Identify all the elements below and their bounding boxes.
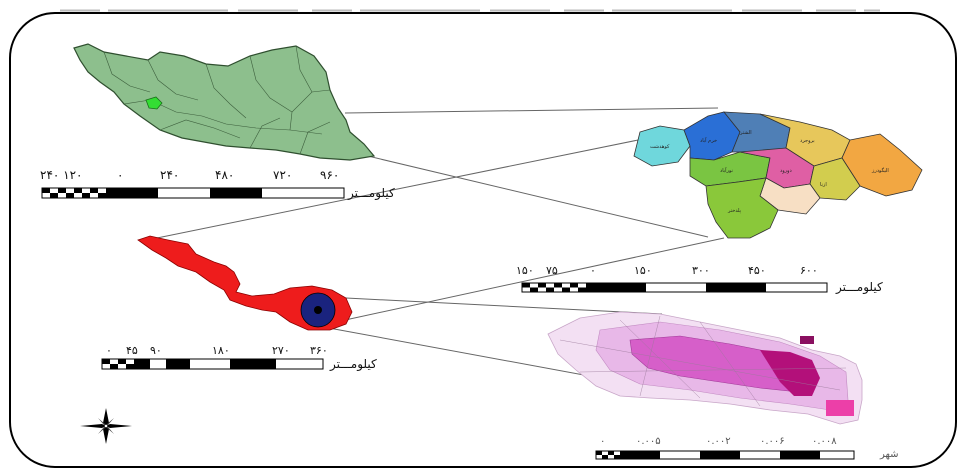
iran-scale-bar [41,187,345,199]
county-label: ازﻧﺎ [820,182,827,188]
scale-tick-label: ۰ [590,264,596,277]
scale-tick-label: ۱۵۰ [634,264,652,277]
county-label: ﭘﻠﺪﺧﺘﺮ [727,208,742,214]
county-map [137,235,353,331]
county-label: اﻟﺸﺘﺮ [739,130,752,136]
scale-unit-label: ﺷﻬﺮ [880,449,899,460]
county-region [705,177,779,239]
county-region [633,125,691,167]
top-border-fragment [60,9,880,12]
scale-unit-label: کیلومـــتر [836,280,883,294]
city-scale-bar [595,450,855,460]
connector-line [344,107,719,114]
county-label: دورود [780,168,792,174]
connector-line [345,297,663,315]
scale-tick-label: ۲۴۰ [160,168,180,182]
scale-tick-label: ۴۵ [126,344,138,357]
county-scale-bar [101,358,324,370]
scale-tick-label: ۰.۰۰۶ [760,436,785,447]
scale-tick-label: ۴۵۰ [748,264,766,277]
city-district-block [800,336,814,344]
connector-line [156,137,649,239]
city-district-block [826,400,854,416]
scale-tick-label: ۹۶۰ [320,168,340,182]
scale-tick-label: ۴۸۰ [215,168,235,182]
compass-rose-icon [80,408,132,444]
scale-tick-label: ۲۴۰ ۱۲۰ [40,168,83,182]
county-shape [137,235,353,331]
scale-tick-label: ۷۵ [546,264,558,277]
rounded-map-frame [9,12,957,468]
city-district-core [760,350,820,396]
scale-tick-label: ۳۰۰ [692,264,710,277]
iran-country-shape [73,43,376,161]
city-map [547,311,863,425]
scale-unit-label: کیلومـــتر [330,357,377,371]
scale-tick-label: ۳۶۰ [310,344,328,357]
scale-tick-label: ۶۰۰ [800,264,818,277]
county-label: ﮐﻮﻫﺪﺷﺖ [650,144,670,150]
scale-tick-label: ۱۸۰ [212,344,230,357]
connector-line [335,237,725,323]
connector-lines [156,107,725,386]
city-street-lines [559,315,847,407]
county-label: ﺧﺮم آﺑﺎد [700,137,717,144]
iran-map [73,43,376,161]
scale-tick-label: ۰ [600,436,606,447]
county-label: ﺑﺮوﺟﺮد [800,138,815,144]
province-scale-bar [521,282,828,293]
scale-tick-label: ۹۰ [150,344,162,357]
scale-unit-label: کیلومـــتر [348,186,395,200]
city-center-dot [314,306,322,314]
scale-tick-label: ۰.۰۰۵ [636,436,661,447]
scale-tick-label: ۰.۰۰۸ [812,436,837,447]
lorestan-highlight [145,96,163,110]
scale-tick-label: ۰ [106,344,112,357]
county-label: الیگودرز [871,167,889,174]
scale-tick-label: ۱۵۰ [516,264,534,277]
scale-tick-label: ۷۲۰ [273,168,293,182]
scale-tick-label: ۰.۰۰۲ [706,436,731,447]
county-labels: ﮐﻮﻫﺪﺷﺖ ﺧﺮم آﺑﺎد اﻟﺸﺘﺮ ﺑﺮوﺟﺮد الیگودرز ﻧﻮ… [650,130,889,214]
province-map: ﮐﻮﻫﺪﺷﺖ ﺧﺮم آﺑﺎد اﻟﺸﺘﺮ ﺑﺮوﺟﺮد الیگودرز ﻧﻮ… [633,111,923,239]
county-label: ﻧﻮرآﺑﺎد [720,167,733,174]
scale-tick-label: ۰ [117,168,124,182]
scale-tick-label: ۲۷۰ [272,344,290,357]
